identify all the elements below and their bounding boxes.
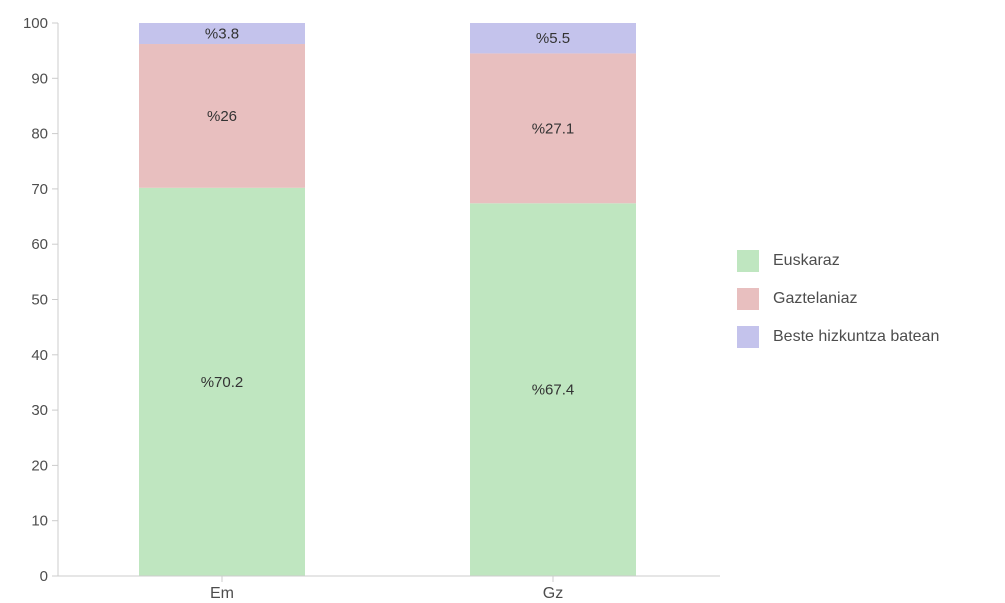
- legend-swatch: [737, 288, 759, 310]
- x-axis: Em Gz: [58, 575, 720, 602]
- legend-label: Beste hizkuntza batean: [773, 328, 940, 345]
- bars: %70.2 %26 %3.8 %67.4 %27.1 %5.5: [139, 23, 636, 576]
- y-tick-label: 60: [31, 236, 48, 253]
- legend-item: Beste hizkuntza batean: [737, 326, 939, 348]
- data-label: %5.5: [536, 30, 570, 47]
- y-tick-label: 40: [31, 347, 48, 364]
- y-tick-label: 50: [31, 292, 48, 309]
- y-tick-label: 80: [31, 126, 48, 143]
- data-label: %27.1: [532, 120, 575, 137]
- legend-label: Euskaraz: [773, 252, 840, 269]
- y-tick-label: 10: [31, 513, 48, 530]
- bar-segment-beste-hizkuntza-batean-em: [139, 23, 305, 45]
- legend-label: Gaztelaniaz: [773, 290, 858, 307]
- y-tick-label: 70: [31, 181, 48, 198]
- y-tick-label: 100: [23, 15, 48, 32]
- data-label: %26: [207, 108, 237, 125]
- data-label: %3.8: [205, 26, 239, 43]
- legend: Euskaraz Gaztelaniaz Beste hizkuntza batea…: [737, 250, 939, 364]
- legend-item: Gaztelaniaz: [737, 288, 939, 310]
- y-tick-label: 30: [31, 402, 48, 419]
- bar-segment-gaztelaniaz-gz: [470, 53, 636, 204]
- bar-segment-euskaraz-gz: [470, 203, 636, 576]
- bar-segment-beste-hizkuntza-batean-gz: [470, 23, 636, 54]
- y-tick-label: 90: [31, 70, 48, 87]
- x-tick-label: Gz: [543, 585, 563, 602]
- legend-item: Euskaraz: [737, 250, 939, 272]
- data-label: %70.2: [201, 374, 244, 391]
- legend-swatch: [737, 250, 759, 272]
- y-tick-label: 20: [31, 457, 48, 474]
- y-axis: 0 10 20 30 40 50 60 70 80 90 100: [23, 15, 59, 585]
- y-tick-label: 0: [40, 568, 48, 585]
- data-label: %67.4: [532, 382, 575, 399]
- x-tick-label: Em: [210, 585, 234, 602]
- legend-swatch: [737, 326, 759, 348]
- bar-segment-euskaraz-em: [139, 187, 305, 576]
- bar-segment-gaztelaniaz-em: [139, 44, 305, 188]
